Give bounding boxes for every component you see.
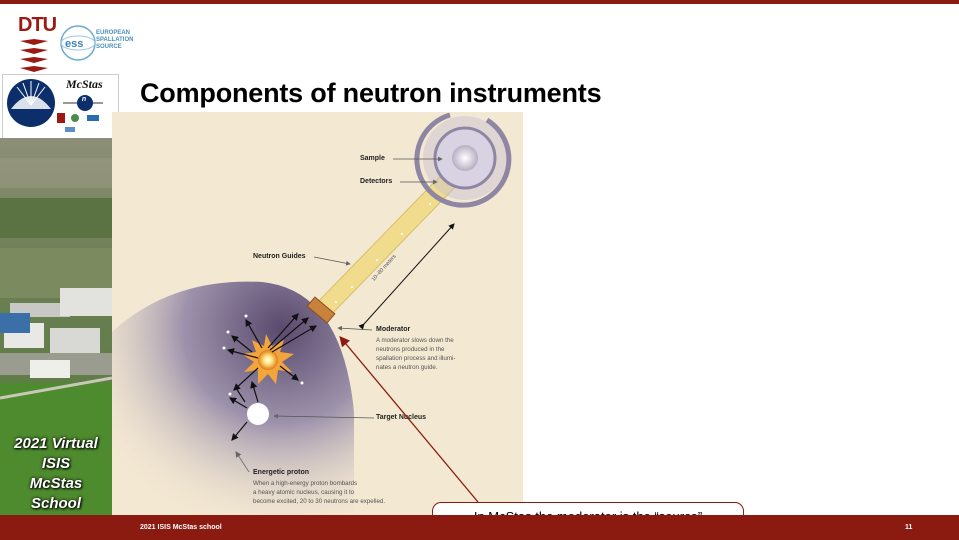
dtu-logo-mark [20, 39, 48, 72]
svg-text:ess: ess [65, 38, 83, 50]
school-line-1: 2021 Virtual [14, 435, 98, 452]
top-bar [0, 0, 959, 4]
mcstas-logo-text: McStas [66, 77, 103, 91]
moderator-desc-line-3: spallation process and illumi- [376, 355, 456, 362]
label-energetic-proton: Energetic proton [253, 469, 310, 476]
proton-description: When a high-energy proton bombards a hea… [253, 479, 385, 506]
proton-desc-line-3: become excited, 20 to 30 neutrons are ex… [253, 498, 386, 505]
target-nucleus [247, 403, 269, 425]
moderator-description: A moderator slows down the neutrons prod… [376, 336, 455, 372]
moderator-desc-line-1: A moderator slows down the [376, 337, 454, 344]
ess-logo-text: EUROPEAN SPALLATION SOURCE [96, 30, 133, 51]
proton-desc-line-1: When a high-energy proton bombards [253, 480, 358, 487]
spallation-diagram: Sample Detectors Neutron Guides Moderato… [112, 112, 523, 515]
label-moderator: Moderator [376, 326, 411, 333]
aerial-photo [0, 138, 112, 515]
moderator-desc-line-4: nates a neutron guide. [376, 364, 438, 371]
ess-line-2: SPALLATION [96, 37, 134, 43]
page-number: 11 [905, 524, 913, 531]
sidebar-photo [0, 138, 112, 515]
dtu-logo-text: DTU [18, 14, 57, 36]
label-target-nucleus: Target Nucleus [376, 414, 427, 421]
ess-logo-mark: ess [60, 25, 96, 61]
ess-line-1: EUROPEAN [96, 30, 131, 36]
footer-text: 2021 ISIS McStas school [140, 524, 222, 531]
label-neutron-guides: Neutron Guides [253, 253, 306, 260]
moderator-desc-line-2: neutrons produced in the [376, 346, 445, 353]
school-line-2: ISIS [41, 455, 71, 472]
mcstas-logo-box [2, 74, 119, 140]
mcstas-neutron-mark: n [81, 96, 87, 103]
proton-desc-line-2: a heavy atomic nucleus, causing it to [253, 489, 355, 496]
label-sample: Sample [360, 155, 385, 162]
ess-logo: ess [58, 20, 168, 66]
diagram-art [112, 112, 512, 515]
dtu-logo: DTU [18, 14, 58, 72]
moderator-block [306, 296, 336, 324]
footer-bar [0, 515, 959, 540]
mcstas-logo-art [7, 79, 103, 132]
school-line-4: School [30, 495, 81, 512]
school-line-3: McStas [29, 475, 83, 492]
slide-title: Components of neutron instruments [140, 78, 602, 108]
school-label: 2021 Virtual ISIS McStas School [8, 434, 104, 514]
label-detectors: Detectors [360, 178, 393, 185]
ess-line-3: SOURCE [96, 44, 122, 50]
sample-ball [452, 145, 478, 171]
